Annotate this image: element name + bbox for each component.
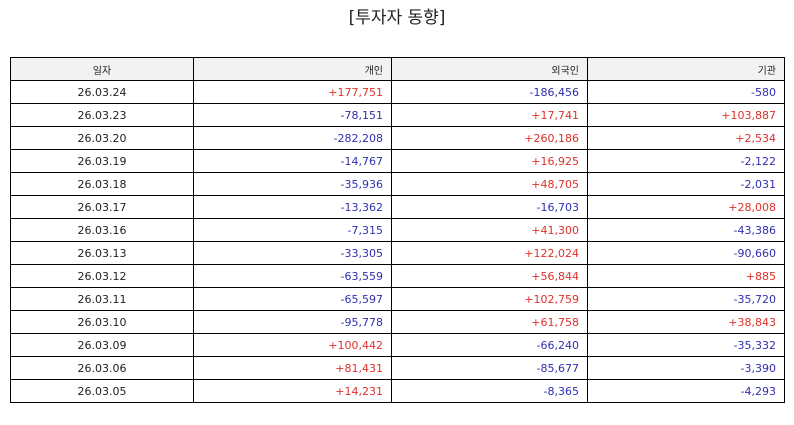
cell-institution: +885 xyxy=(587,264,785,288)
cell-foreign: +48,705 xyxy=(391,172,588,196)
cell-foreign: +260,186 xyxy=(391,126,588,150)
cell-institution: -90,660 xyxy=(587,241,785,265)
cell-institution: -580 xyxy=(587,80,785,104)
cell-institution: -35,720 xyxy=(587,287,785,311)
cell-institution: +2,534 xyxy=(587,126,785,150)
column-header-individual: 개인 xyxy=(193,57,392,81)
table-row: 26.03.24 +177,751 -186,456 -580 xyxy=(10,80,785,104)
table-row: 26.03.20 -282,208 +260,186 +2,534 xyxy=(10,126,785,150)
cell-individual: -95,778 xyxy=(193,310,392,334)
cell-date: 26.03.20 xyxy=(10,126,194,150)
cell-individual: -14,767 xyxy=(193,149,392,173)
table-row: 26.03.19 -14,767 +16,925 -2,122 xyxy=(10,149,785,173)
cell-institution: -43,386 xyxy=(587,218,785,242)
cell-individual: -33,305 xyxy=(193,241,392,265)
table-row: 26.03.11 -65,597 +102,759 -35,720 xyxy=(10,287,785,311)
cell-date: 26.03.05 xyxy=(10,379,194,403)
cell-institution: -4,293 xyxy=(587,379,785,403)
cell-individual: -282,208 xyxy=(193,126,392,150)
cell-date: 26.03.10 xyxy=(10,310,194,334)
cell-individual: +177,751 xyxy=(193,80,392,104)
cell-individual: +14,231 xyxy=(193,379,392,403)
cell-foreign: +122,024 xyxy=(391,241,588,265)
table-row: 26.03.05 +14,231 -8,365 -4,293 xyxy=(10,379,785,403)
investor-trend-table-container: 일자 개인 외국인 기관 26.03.24 +177,751 -186,456 -58… xyxy=(10,57,785,403)
cell-individual: -13,362 xyxy=(193,195,392,219)
table-body: 26.03.24 +177,751 -186,456 -580 26.03.23 -78,… xyxy=(10,80,785,403)
cell-foreign: -66,240 xyxy=(391,333,588,357)
cell-institution: +28,008 xyxy=(587,195,785,219)
table-header-row: 일자 개인 외국인 기관 xyxy=(10,57,785,81)
cell-institution: +103,887 xyxy=(587,103,785,127)
column-header-institution: 기관 xyxy=(587,57,785,81)
cell-individual: -35,936 xyxy=(193,172,392,196)
cell-foreign: +41,300 xyxy=(391,218,588,242)
table-row: 26.03.23 -78,151 +17,741 +103,887 xyxy=(10,103,785,127)
cell-individual: +100,442 xyxy=(193,333,392,357)
cell-foreign: +56,844 xyxy=(391,264,588,288)
cell-individual: -65,597 xyxy=(193,287,392,311)
cell-foreign: -16,703 xyxy=(391,195,588,219)
cell-date: 26.03.17 xyxy=(10,195,194,219)
cell-foreign: -186,456 xyxy=(391,80,588,104)
cell-institution: -2,031 xyxy=(587,172,785,196)
cell-foreign: +102,759 xyxy=(391,287,588,311)
cell-foreign: +61,758 xyxy=(391,310,588,334)
cell-foreign: +16,925 xyxy=(391,149,588,173)
table-row: 26.03.17 -13,362 -16,703 +28,008 xyxy=(10,195,785,219)
cell-institution: -2,122 xyxy=(587,149,785,173)
cell-institution: +38,843 xyxy=(587,310,785,334)
cell-individual: -7,315 xyxy=(193,218,392,242)
table-row: 26.03.12 -63,559 +56,844 +885 xyxy=(10,264,785,288)
cell-foreign: -8,365 xyxy=(391,379,588,403)
table-row: 26.03.10 -95,778 +61,758 +38,843 xyxy=(10,310,785,334)
cell-individual: -63,559 xyxy=(193,264,392,288)
cell-foreign: -85,677 xyxy=(391,356,588,380)
cell-date: 26.03.11 xyxy=(10,287,194,311)
column-header-date: 일자 xyxy=(10,57,194,81)
cell-date: 26.03.18 xyxy=(10,172,194,196)
table-row: 26.03.09 +100,442 -66,240 -35,332 xyxy=(10,333,785,357)
cell-date: 26.03.13 xyxy=(10,241,194,265)
cell-date: 26.03.23 xyxy=(10,103,194,127)
table-row: 26.03.06 +81,431 -85,677 -3,390 xyxy=(10,356,785,380)
cell-individual: +81,431 xyxy=(193,356,392,380)
cell-date: 26.03.09 xyxy=(10,333,194,357)
cell-foreign: +17,741 xyxy=(391,103,588,127)
cell-date: 26.03.06 xyxy=(10,356,194,380)
cell-date: 26.03.12 xyxy=(10,264,194,288)
table-row: 26.03.13 -33,305 +122,024 -90,660 xyxy=(10,241,785,265)
cell-date: 26.03.19 xyxy=(10,149,194,173)
cell-individual: -78,151 xyxy=(193,103,392,127)
table-row: 26.03.16 -7,315 +41,300 -43,386 xyxy=(10,218,785,242)
cell-date: 26.03.24 xyxy=(10,80,194,104)
cell-institution: -35,332 xyxy=(587,333,785,357)
page-title: [투자자 동향] xyxy=(348,8,446,28)
cell-date: 26.03.16 xyxy=(10,218,194,242)
investor-trend-table: 일자 개인 외국인 기관 26.03.24 +177,751 -186,456 -58… xyxy=(10,57,785,403)
table-row: 26.03.18 -35,936 +48,705 -2,031 xyxy=(10,172,785,196)
cell-institution: -3,390 xyxy=(587,356,785,380)
column-header-foreign: 외국인 xyxy=(391,57,588,81)
